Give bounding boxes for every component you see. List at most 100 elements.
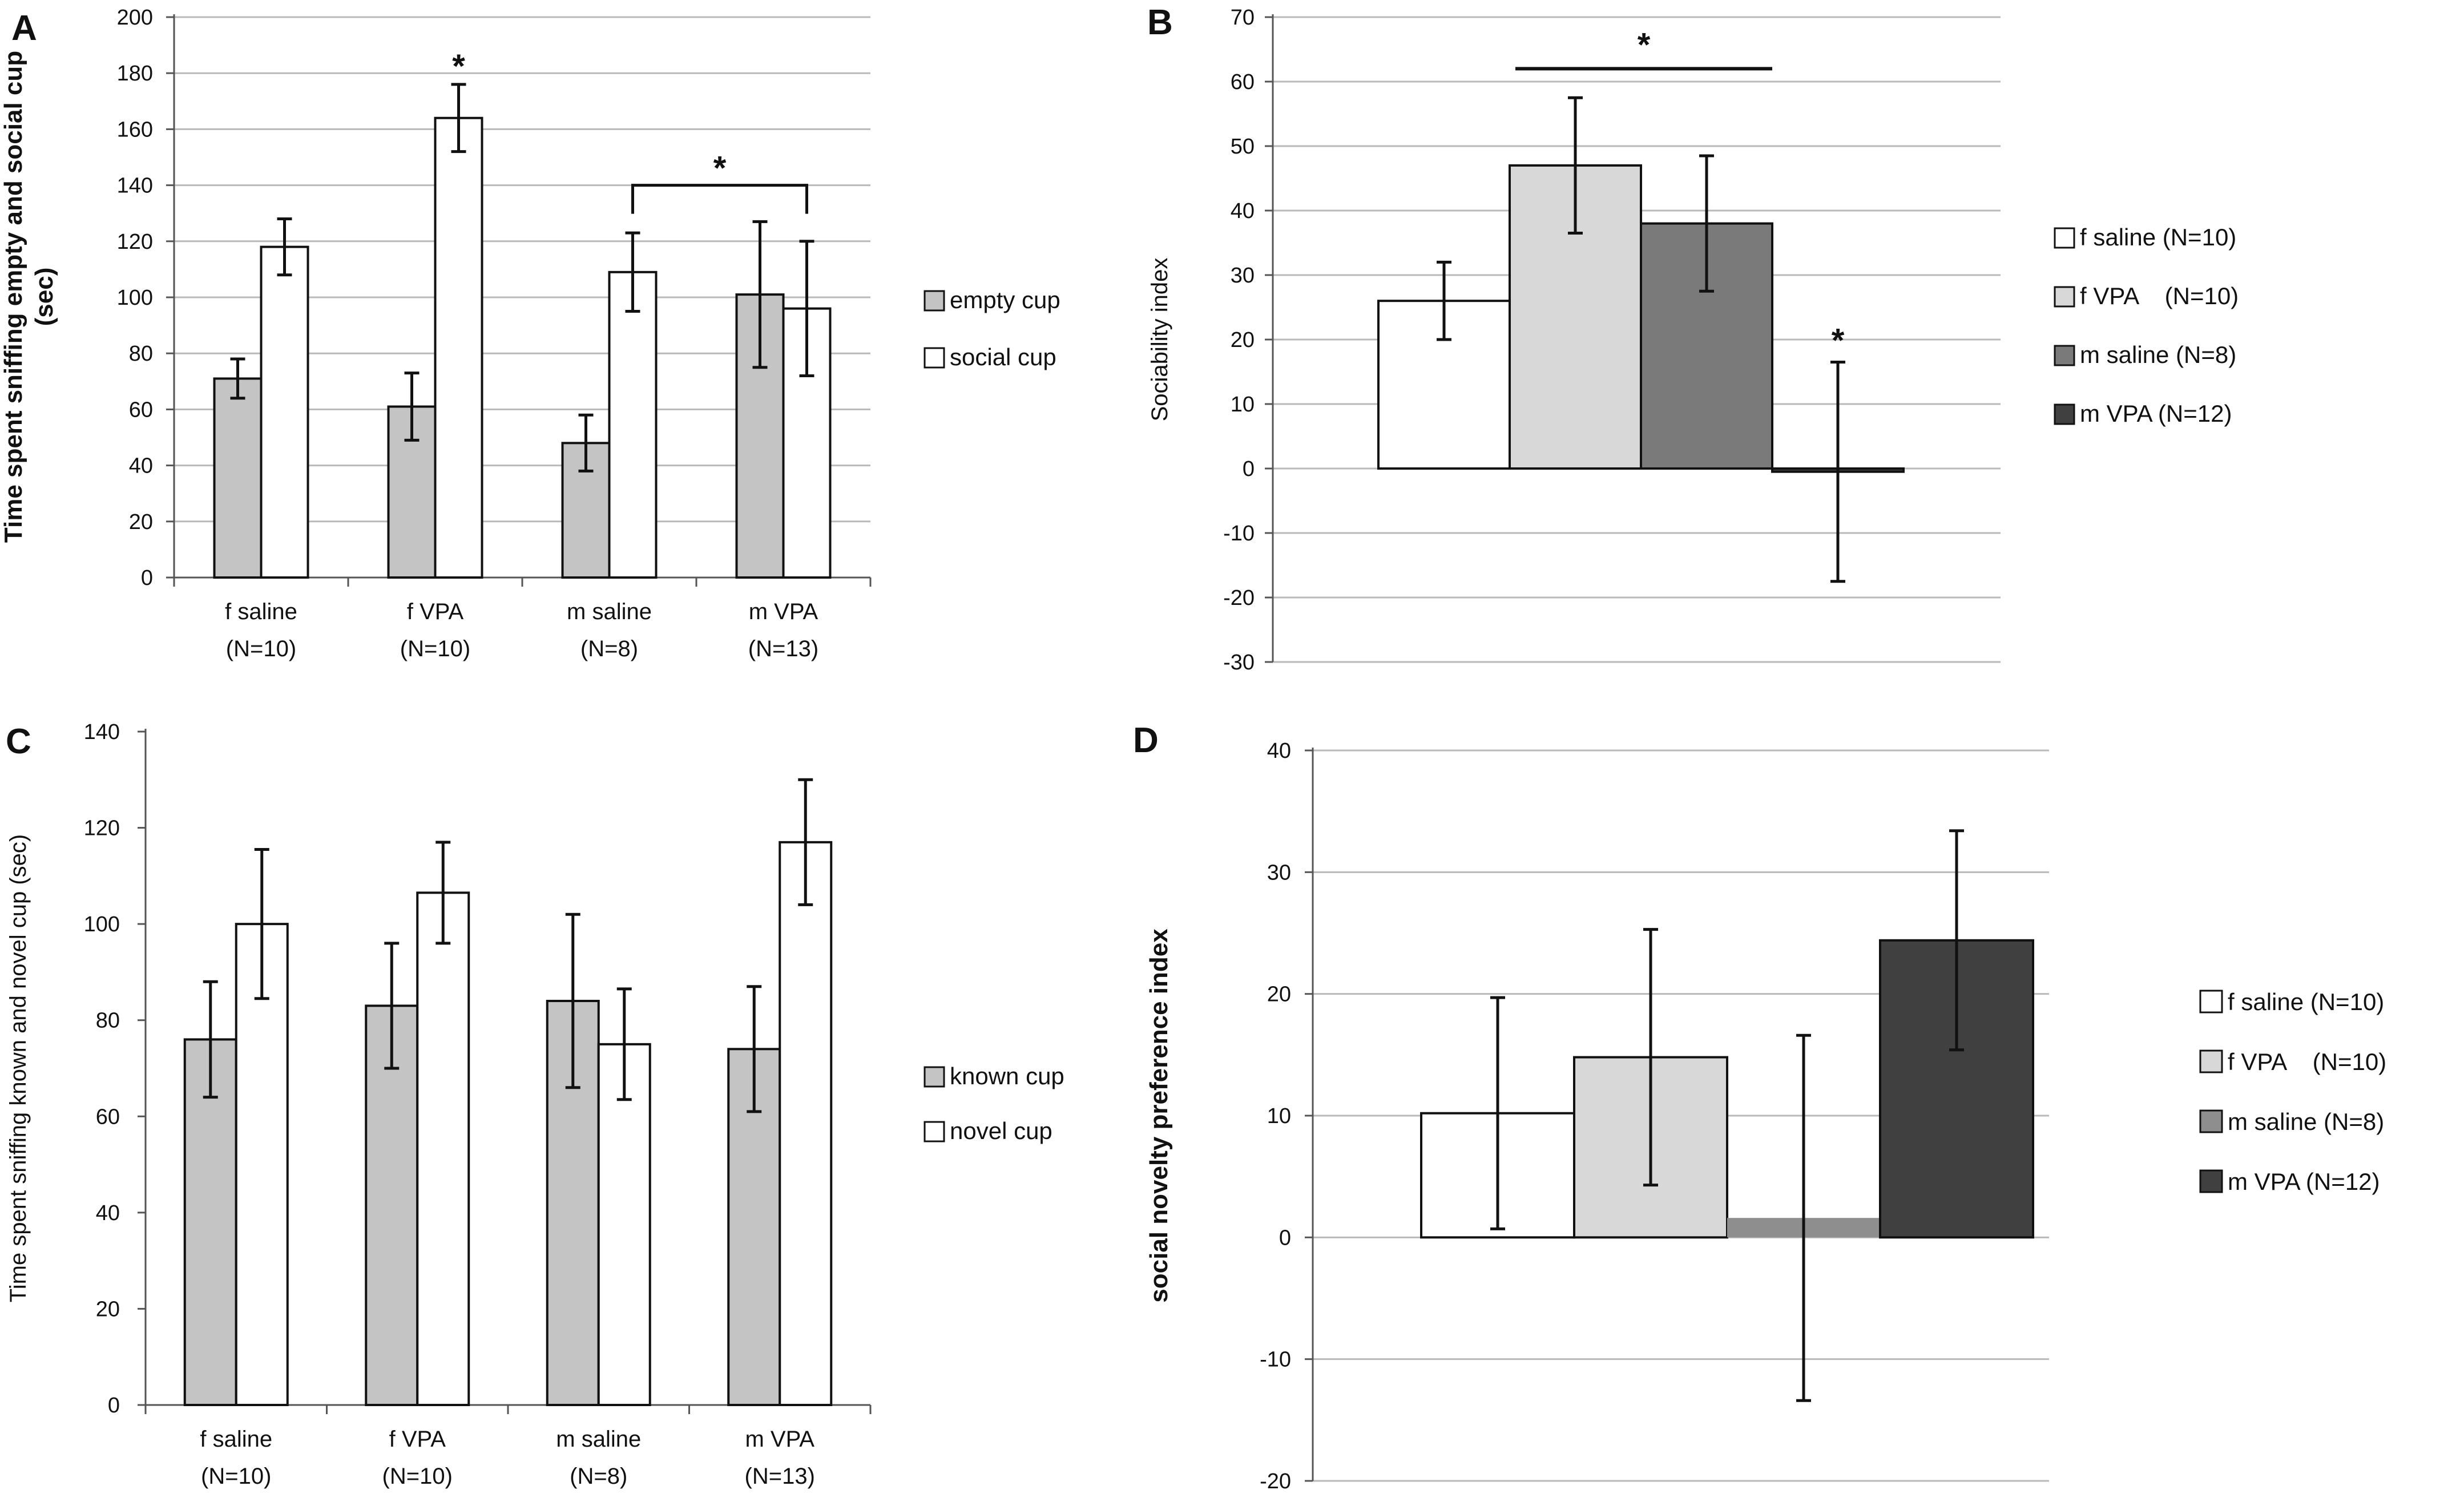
legend-swatch [2199,1109,2223,1133]
legend-label: m VPA (N=12) [2080,400,2232,427]
legend-label: m saline (N=8) [2080,341,2236,368]
y-tick-label: 120 [84,817,120,841]
legend-label: f VPA (N=10) [2228,1048,2386,1075]
legend-swatch [2054,227,2075,249]
significance-star: * [1638,26,1651,63]
panel-label: D [1133,721,1159,760]
y-axis-label: social novelty preference index [1145,928,1173,1303]
legend-swatch [2199,1169,2223,1193]
y-tick-label: 30 [1267,861,1291,885]
bar-empty-cup [213,377,263,579]
y-tick-label: 40 [1267,739,1291,763]
y-tick-label: 10 [1231,393,1255,417]
bar-novel-cup [597,1043,651,1407]
panel-label: B [1147,3,1173,42]
panel-b: B -30 -20 -10 0 10 20 30 40 50 60 70 Sociability ind… [1147,3,2239,675]
y-tick-label: 100 [84,912,120,936]
category-n-label: (N=10) [201,1464,271,1489]
category-n-label: (N=10) [382,1464,453,1489]
y-tick-label: 20 [96,1297,120,1321]
legend-swatch [924,1121,945,1142]
y-tick-label: 140 [84,720,120,744]
bar-social-cup [434,116,483,579]
y-tick-label: 40 [129,454,153,478]
bar-known-cup [365,1004,419,1406]
y-tick-label: 140 [117,174,153,198]
y-tick-label: 20 [1267,983,1291,1007]
category-label: m saline [567,599,652,624]
category-n-label: (N=13) [745,1464,815,1489]
legend-label: novel cup [950,1117,1052,1144]
y-tick-label: 0 [141,566,153,590]
legend-label: f VPA (N=10) [2080,282,2239,309]
y-tick-label: -30 [1223,651,1255,675]
significance-star: * [713,150,727,187]
y-tick-label: 80 [96,1009,120,1033]
bar-social-cup [608,270,658,579]
legend-swatch [2054,345,2075,366]
category-n-label: (N=10) [226,636,296,661]
legend-label: m VPA (N=12) [2228,1168,2380,1195]
y-tick-label: -10 [1223,522,1255,546]
y-axis-label-unit: (sec) [30,268,58,326]
y-tick-label: 180 [117,62,153,86]
category-label: f saline [200,1427,272,1452]
y-tick-label: 0 [108,1394,120,1418]
legend-label: m saline (N=8) [2228,1108,2384,1135]
legend-swatch [2054,286,2075,308]
y-tick-label: 0 [1243,457,1255,481]
bar-novel-cup [416,891,470,1407]
panel-c: C 0 20 40 60 80 100 120 140 Time spent sniffing k… [6,720,1064,1489]
panel-d: D -20 -10 0 10 20 30 40 social novelty preferenc… [1133,721,2386,1493]
bar-novel-cup [779,841,833,1407]
y-tick-label: 10 [1267,1104,1291,1128]
category-label: m VPA [745,1427,814,1452]
category-n-label: (N=13) [748,636,818,661]
y-tick-label: 60 [1231,70,1255,94]
y-tick-label: 30 [1231,264,1255,288]
y-tick-label: -20 [1223,586,1255,610]
legend-swatch [2199,990,2223,1014]
category-label: f VPA [389,1427,446,1452]
y-tick-label: 60 [96,1105,120,1129]
y-tick-label: 160 [117,118,153,142]
y-tick-label: 20 [129,510,153,534]
legend-swatch [2054,403,2075,425]
y-tick-label: 50 [1231,135,1255,159]
legend-label: f saline (N=10) [2228,988,2384,1015]
panel-a: A 0 20 40 60 80 100 120 140 160 180 200 Time spent s… [0,6,1060,661]
legend-swatch [924,1066,945,1088]
y-axis-label: Time spent sniffing empty and social cup [0,51,27,543]
category-label: m saline [556,1427,641,1452]
y-tick-label: 100 [117,286,153,310]
category-label: f saline [225,599,297,624]
legend-label: empty cup [950,286,1060,313]
y-tick-label: 200 [117,6,153,30]
category-label: m VPA [749,599,818,624]
bar-social-cup [260,245,309,579]
legend-swatch [2199,1049,2223,1073]
y-tick-label: 60 [129,398,153,422]
legend-label: f saline (N=10) [2080,224,2236,251]
y-tick-label: 0 [1279,1226,1291,1250]
significance-star: * [452,48,465,85]
y-axis-label: Sociability index [1147,258,1172,422]
y-tick-label: 120 [117,230,153,254]
y-tick-label: 20 [1231,328,1255,352]
y-tick-label: 80 [129,342,153,366]
legend-swatch [924,290,945,312]
panel-label: A [11,9,37,48]
y-axis-label: Time spent sniffing known and novel cup … [6,834,31,1302]
y-tick-label: 40 [1231,199,1255,223]
panel-label: C [6,722,31,761]
significance-bracket [631,184,808,214]
category-label: f VPA [407,599,464,624]
category-n-label: (N=10) [400,636,470,661]
y-tick-label: 70 [1231,6,1255,30]
legend-label: social cup [950,344,1056,370]
significance-star: * [1832,322,1845,360]
legend-swatch [924,347,945,369]
y-tick-label: 40 [96,1201,120,1225]
category-n-label: (N=8) [580,636,638,661]
